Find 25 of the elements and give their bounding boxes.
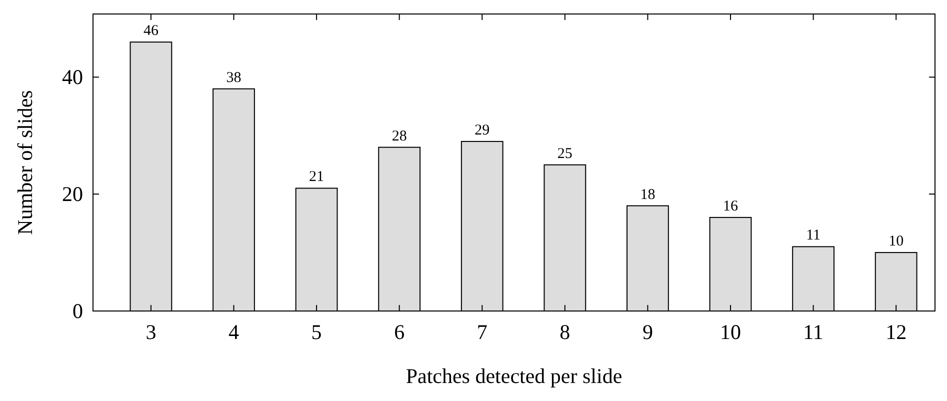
x-tick-label: 10	[720, 320, 741, 344]
data-label: 28	[392, 128, 407, 144]
data-label: 10	[888, 234, 904, 250]
data-label: 29	[474, 122, 490, 138]
y-tick-label: 40	[62, 65, 83, 90]
y-tick-label: 20	[62, 182, 83, 206]
data-label: 38	[226, 70, 242, 86]
data-label: 21	[309, 169, 324, 186]
y-axis-title: Number of slides	[13, 90, 37, 235]
x-tick-label: 4	[228, 320, 240, 344]
x-tick-label: 12	[886, 320, 907, 344]
data-label: 11	[806, 228, 821, 244]
x-tick-label: 7	[476, 320, 488, 344]
x-tick-label: 3	[146, 320, 156, 344]
data-label: 16	[723, 198, 738, 214]
data-label: 25	[557, 146, 572, 162]
x-tick-label: 9	[642, 320, 653, 344]
x-tick-label: 5	[311, 320, 322, 344]
x-tick-label: 6	[394, 320, 405, 344]
data-label: 18	[640, 186, 656, 203]
x-tick-label: 11	[803, 320, 824, 344]
y-tick-label: 0	[72, 299, 83, 323]
x-tick-label: 8	[560, 320, 570, 344]
x-axis-title: Patches detected per slide	[406, 364, 622, 388]
data-label: 46	[143, 23, 159, 40]
